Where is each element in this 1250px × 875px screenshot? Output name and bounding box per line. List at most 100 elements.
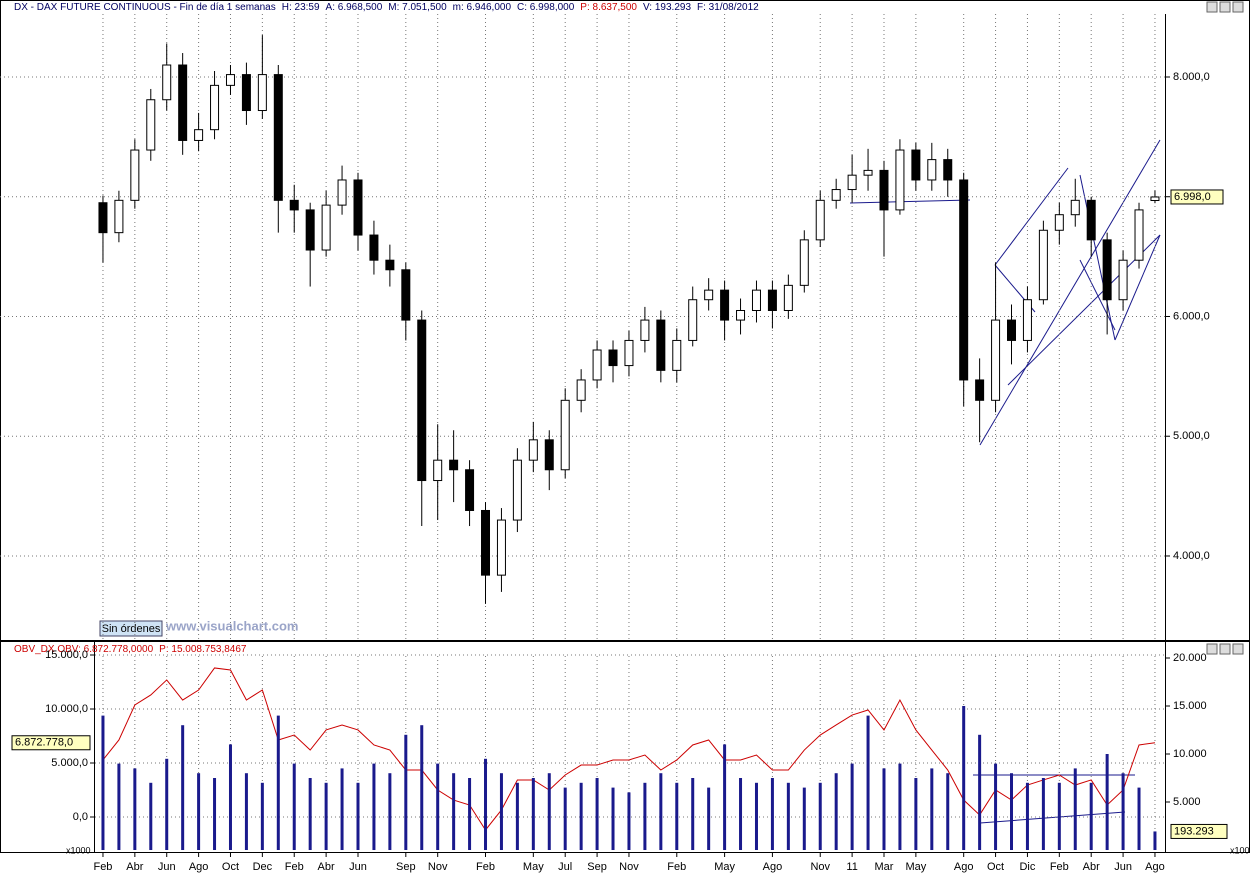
y-tick-label: 5.000,0 — [1173, 430, 1210, 442]
candle-body — [1038, 229, 1048, 301]
candle-body — [767, 289, 777, 311]
trend-line — [1079, 259, 1116, 331]
volume-bar — [739, 778, 743, 851]
x-tick-label: Feb — [285, 861, 304, 873]
volume-bar — [515, 782, 519, 851]
maximize-button[interactable] — [1219, 1, 1231, 13]
x-tick-label: Jun — [349, 861, 367, 873]
volume-bar — [994, 763, 998, 851]
header-field: DX - DAX FUTURE CONTINUOUS - Fin de día … — [14, 2, 276, 13]
candle-body — [1007, 319, 1017, 341]
close-button[interactable] — [1232, 643, 1244, 655]
volume-bar — [547, 773, 551, 851]
candle-body — [576, 379, 586, 401]
candle-body — [210, 84, 220, 131]
window-controls[interactable] — [1206, 1, 1244, 655]
candle-body — [656, 319, 666, 371]
candle-body — [465, 469, 475, 511]
last-value-label: 193.293 — [1174, 825, 1214, 837]
trend-line — [979, 811, 1126, 824]
candle-body — [321, 204, 331, 251]
volume-bar — [420, 725, 424, 851]
candle-body — [640, 319, 650, 341]
volume-bar — [213, 778, 217, 851]
header-field: OBV_DX OBV: 6.872.778,0000 — [14, 644, 154, 655]
volume-bar — [484, 758, 488, 851]
candle-body — [353, 179, 363, 236]
x-tick-label: Nov — [428, 861, 448, 873]
panel-header: OBV_DX OBV: 6.872.778,0000 P: 15.008.753,… — [14, 644, 247, 655]
volume-bar — [228, 744, 232, 851]
volume-bar — [882, 768, 886, 851]
candle-body — [417, 319, 427, 482]
header-field: m: 6.946,000 — [453, 2, 512, 13]
orders-button[interactable] — [99, 620, 163, 637]
candle-body — [241, 74, 251, 112]
x-tick-label: Dec — [253, 861, 273, 873]
volume-bar — [675, 782, 679, 851]
y-tick-label: 4.000,0 — [1173, 550, 1210, 562]
volume-bar — [850, 763, 854, 851]
volume-bar — [1089, 782, 1093, 851]
volume-bar — [723, 744, 727, 851]
trend-line — [1114, 234, 1161, 341]
y-tick-label: 10.000,0 — [45, 703, 88, 715]
maximize-button[interactable] — [1219, 643, 1231, 655]
minimize-button[interactable] — [1206, 643, 1218, 655]
candle-body — [927, 159, 937, 181]
candle-body — [736, 309, 746, 321]
candle-body — [815, 199, 825, 241]
volume-bar — [308, 778, 312, 851]
y2-tick-label: 20.000 — [1173, 652, 1207, 664]
candle-body — [720, 289, 730, 321]
trend-line — [979, 139, 1161, 446]
volume-bar — [1121, 773, 1125, 851]
volume-bar — [404, 734, 408, 851]
volume-bar — [659, 773, 663, 851]
candle-body — [863, 169, 873, 176]
candle-body — [799, 239, 809, 286]
volume-bar — [930, 768, 934, 851]
candle-body — [273, 74, 283, 201]
volume-bar — [324, 782, 328, 851]
volume-bar — [770, 778, 774, 851]
volume-bar — [244, 773, 248, 851]
orders-button-label[interactable]: Sin órdenes — [102, 623, 161, 635]
candle-body — [289, 199, 299, 211]
y-tick-label: 15.000,0 — [45, 649, 88, 661]
volume-bar — [340, 768, 344, 851]
volume-bar — [818, 782, 822, 851]
candle-body — [608, 349, 618, 367]
candle-body — [146, 99, 156, 151]
x-tick-label: Mar — [875, 861, 894, 873]
x-tick-label: Dic — [1019, 861, 1035, 873]
volume-bar — [260, 782, 264, 851]
candle-body — [1054, 214, 1064, 231]
close-button[interactable] — [1232, 1, 1244, 13]
candle-body — [385, 259, 395, 271]
watermark: www.visualchart.com — [165, 618, 298, 633]
y2-tick-label: 10.000 — [1173, 748, 1207, 760]
volume-bar — [276, 715, 280, 851]
x-tick-label: Sep — [396, 861, 416, 873]
x-tick-label: Oct — [987, 861, 1004, 873]
candle-body — [560, 399, 570, 471]
x-tick-label: Abr — [318, 861, 335, 873]
candle-body — [1022, 299, 1032, 341]
x-tick-label: Jun — [1114, 861, 1132, 873]
x-tick-label: Ago — [954, 861, 974, 873]
candle-body — [528, 439, 538, 461]
candle-body — [1134, 209, 1144, 261]
volume-bar — [181, 725, 185, 851]
volume-bar — [978, 734, 982, 851]
x-tick-label: Feb — [667, 861, 686, 873]
x-tick-label: May — [905, 861, 926, 873]
candle-body — [225, 74, 235, 86]
panel-header: DX - DAX FUTURE CONTINUOUS - Fin de día … — [14, 2, 759, 13]
x-tick-label: May — [714, 861, 735, 873]
candle-body — [959, 179, 969, 381]
volume-bar — [197, 773, 201, 851]
last-value-label: 6.872.778,0 — [15, 737, 73, 749]
y-tick-label: 5.000,0 — [51, 757, 88, 769]
minimize-button[interactable] — [1206, 1, 1218, 13]
